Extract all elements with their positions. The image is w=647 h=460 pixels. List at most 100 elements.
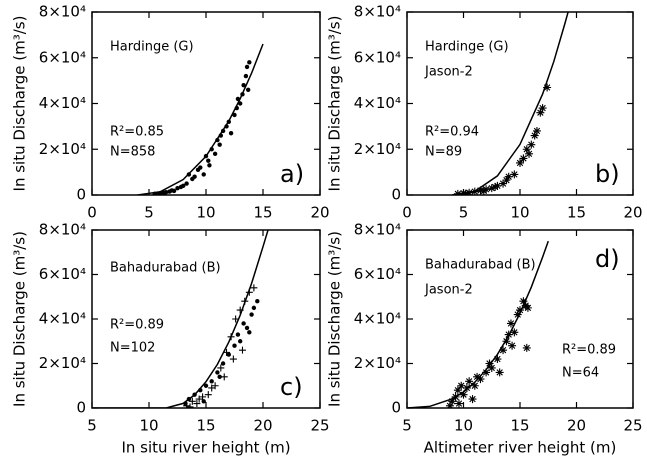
x-tick-label: 25: [310, 417, 329, 435]
data-point: [459, 390, 468, 399]
data-point: [502, 176, 511, 185]
data-point: [510, 328, 519, 337]
y-tick-label: 4×10⁴: [354, 310, 401, 328]
x-tick-label: 5: [87, 417, 97, 435]
data-point: [525, 149, 534, 158]
plot-area: [92, 230, 269, 408]
plot-area: [452, 12, 569, 195]
y-tick-label: 6×10⁴: [354, 265, 401, 283]
data-point: [184, 181, 189, 186]
data-point: [453, 386, 462, 395]
y-tick-label: 8×10⁴: [39, 3, 86, 21]
data-point: [527, 140, 536, 149]
data-point: [491, 182, 500, 191]
data-point: [232, 343, 237, 348]
data-point: [519, 154, 528, 163]
data-point: [212, 151, 218, 157]
y-tick-label: 6×10⁴: [354, 48, 401, 66]
data-point: [473, 372, 482, 381]
annotation: Bahadurabad (B): [110, 261, 221, 276]
data-point: [485, 359, 494, 368]
y-tick-label: 4×10⁴: [354, 94, 401, 112]
data-point: [244, 64, 250, 70]
data-point: [209, 379, 214, 384]
data-point: [217, 364, 225, 372]
x-tick-label: 5: [144, 204, 154, 222]
data-point: [203, 383, 209, 388]
data-point: [476, 375, 485, 384]
data-point: [516, 158, 524, 167]
data-point: [235, 332, 241, 337]
data-point: [175, 185, 180, 191]
data-point: [538, 104, 547, 113]
data-point: [163, 190, 169, 195]
data-point: [238, 339, 243, 344]
x-tick-label: 10: [510, 204, 529, 222]
panel-label: c): [280, 373, 303, 401]
data-point: [215, 370, 220, 375]
data-point: [249, 312, 254, 317]
data-point: [241, 83, 246, 88]
y-tick-label: 2×10⁴: [354, 354, 401, 372]
y-tick-label: 8×10⁴: [39, 221, 86, 239]
data-point: [465, 377, 474, 386]
data-point: [504, 172, 513, 181]
x-tick-label: 15: [510, 417, 529, 435]
annotation: Hardinge (G): [110, 40, 194, 55]
y-tick-label: 6×10⁴: [39, 265, 86, 283]
fit-curve: [452, 12, 569, 195]
y-tick-label: 4×10⁴: [39, 310, 86, 328]
y-tick-label: 0: [76, 186, 86, 204]
data-point: [487, 184, 496, 193]
data-point: [510, 170, 519, 179]
annotation: R²=0.89: [562, 343, 616, 358]
data-point: [445, 401, 454, 408]
annotation: Bahadurabad (B): [425, 258, 536, 273]
y-tick-label: 0: [391, 399, 401, 417]
data-point: [247, 60, 252, 65]
data-point: [506, 319, 515, 328]
x-tick-label: 20: [623, 204, 642, 222]
data-point: [461, 189, 470, 195]
data-point: [220, 361, 226, 366]
data-point: [232, 112, 237, 118]
data-point: [508, 341, 517, 350]
data-point: [226, 352, 231, 357]
annotation: N=858: [110, 145, 155, 160]
data-point: [207, 163, 212, 168]
data-point: [250, 284, 258, 292]
data-point: [251, 305, 257, 311]
x-tick-label: 15: [253, 204, 272, 222]
data-point: [543, 83, 552, 92]
plot-area: [407, 240, 550, 408]
data-point: [522, 343, 531, 352]
data-point: [495, 368, 504, 377]
data-point: [229, 355, 237, 363]
data-point: [255, 299, 260, 304]
x-tick-label: 5: [459, 204, 469, 222]
data-point: [204, 391, 212, 399]
data-point: [448, 397, 457, 406]
y-tick-label: 4×10⁴: [39, 94, 86, 112]
y-tick-label: 6×10⁴: [39, 48, 86, 66]
annotation: R²=0.85: [110, 125, 164, 140]
data-point: [536, 108, 545, 117]
x-tick-label: 25: [623, 417, 642, 435]
data-point: [493, 355, 502, 364]
y-tick-label: 2×10⁴: [39, 140, 86, 158]
x-tick-label: 10: [139, 417, 158, 435]
data-point: [493, 181, 502, 190]
data-point: [178, 184, 184, 190]
data-point: [516, 306, 524, 315]
data-point: [238, 346, 246, 354]
x-tick-label: 0: [402, 204, 412, 222]
annotation: Jason-2: [424, 283, 473, 298]
panel-label: b): [595, 160, 620, 188]
data-point: [482, 368, 491, 377]
data-point: [241, 321, 246, 326]
annotation: Hardinge (G): [425, 40, 509, 55]
x-tick-label: 20: [253, 417, 272, 435]
x-tick-label: 20: [567, 417, 586, 435]
x-tick-label: 20: [310, 204, 329, 222]
